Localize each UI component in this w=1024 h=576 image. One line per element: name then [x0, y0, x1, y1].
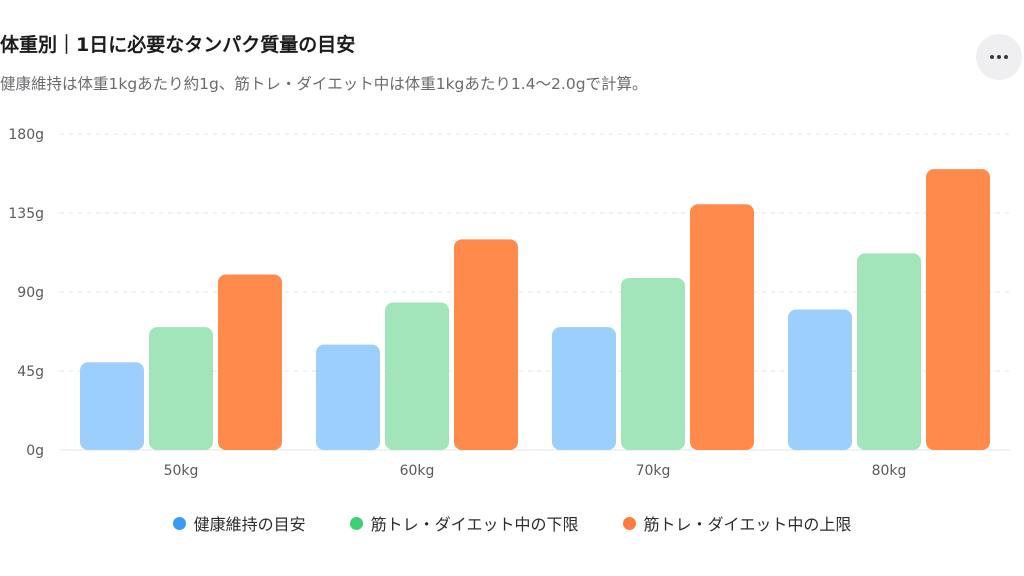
y-tick-label: 45g	[17, 364, 44, 380]
legend-item-2[interactable]: 筋トレ・ダイエット中の下限	[349, 511, 579, 535]
y-tick-label: 180g	[8, 127, 44, 143]
legend-swatch	[622, 516, 636, 530]
bar-60kg-series-3[interactable]	[454, 239, 518, 450]
bar-80kg-series-2[interactable]	[857, 253, 921, 450]
y-tick-label: 0g	[26, 443, 44, 459]
bar-80kg-series-1[interactable]	[788, 309, 852, 450]
more-options-button[interactable]	[976, 34, 1022, 80]
bar-50kg-series-1[interactable]	[80, 362, 144, 450]
bar-70kg-series-1[interactable]	[552, 327, 616, 450]
legend-item-1[interactable]: 健康維持の目安	[172, 511, 306, 535]
x-tick-label: 50kg	[164, 463, 199, 479]
bar-60kg-series-1[interactable]	[316, 344, 380, 450]
legend-swatch	[349, 516, 363, 530]
bar-chart: 0g 45g 90g 135g 180g 50kg 60kg 70kg 80kg	[8, 127, 1010, 479]
x-tick-label: 80kg	[872, 463, 907, 479]
chart-legend: 健康維持の目安 筋トレ・ダイエット中の下限 筋トレ・ダイエット中の上限	[0, 511, 1024, 535]
more-horizontal-icon	[990, 55, 1008, 59]
legend-swatch	[172, 516, 186, 530]
legend-label: 健康維持の目安	[193, 515, 306, 534]
bar-70kg-series-2[interactable]	[621, 277, 685, 450]
chart-title: 体重別｜1日に必要なタンパク質量の目安	[0, 34, 356, 56]
y-tick-label: 135g	[8, 206, 44, 222]
legend-label: 筋トレ・ダイエット中の下限	[370, 515, 579, 534]
chart-subtitle: 健康維持は体重1kgあたり約1g、筋トレ・ダイエット中は体重1kgあたり1.4〜…	[0, 75, 648, 93]
legend-label: 筋トレ・ダイエット中の上限	[643, 515, 852, 534]
bar-60kg-series-2[interactable]	[385, 302, 449, 450]
x-tick-label: 60kg	[400, 463, 435, 479]
bar-50kg-series-3[interactable]	[218, 274, 282, 450]
x-tick-label: 70kg	[636, 463, 671, 479]
legend-item-3[interactable]: 筋トレ・ダイエット中の上限	[622, 511, 852, 535]
bar-80kg-series-3[interactable]	[926, 169, 990, 450]
bar-70kg-series-3[interactable]	[690, 204, 754, 450]
y-tick-label: 90g	[17, 285, 44, 301]
bar-50kg-series-2[interactable]	[149, 327, 213, 450]
